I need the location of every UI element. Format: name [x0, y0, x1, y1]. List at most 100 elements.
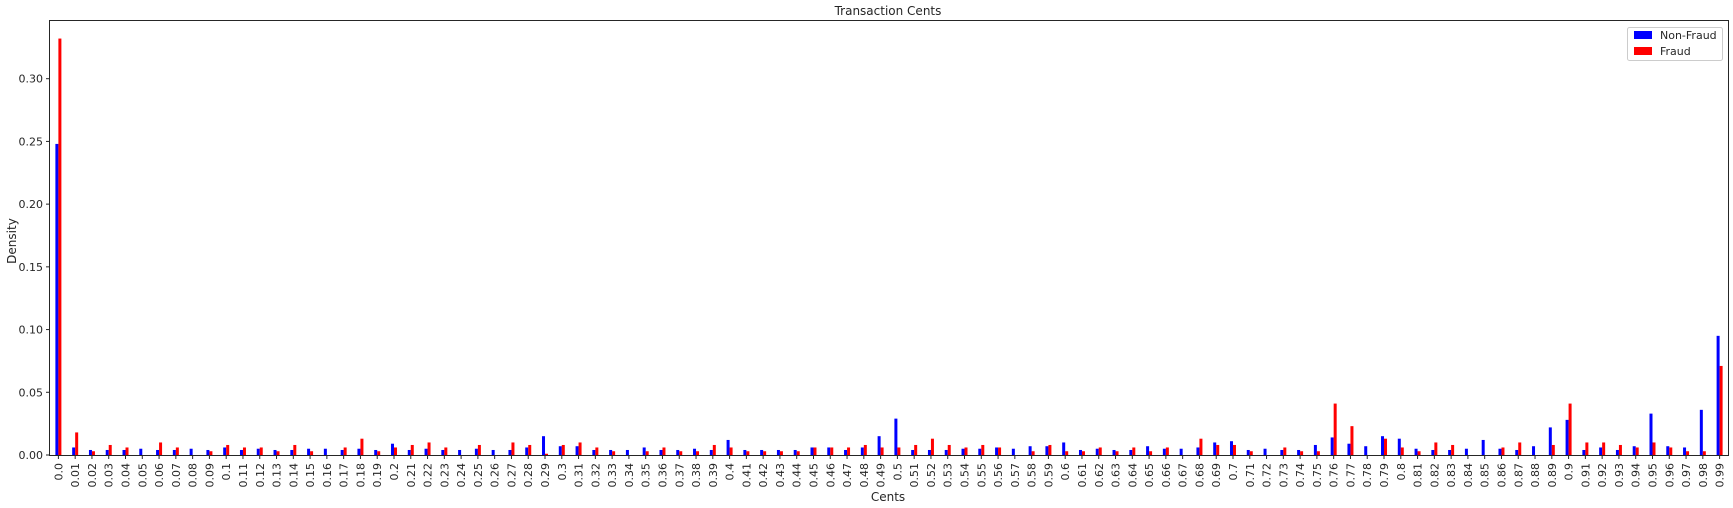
x-tick-label: 0.89	[1546, 463, 1559, 488]
bar-fraud-0.33	[612, 451, 616, 455]
bar-fraud-0.3	[561, 444, 565, 455]
x-tick-label: 0.72	[1261, 463, 1274, 488]
bar-non-fraud-0.15	[307, 448, 311, 455]
bar-fraud-0.79	[1384, 438, 1388, 455]
x-tick-label: 0.43	[774, 463, 787, 488]
bar-fraud-0.19	[377, 451, 381, 455]
x-tick-label: 0.11	[237, 463, 250, 488]
x-tick-label: 0.08	[187, 463, 200, 488]
bar-non-fraud-0.07	[172, 449, 176, 455]
x-tick-label: 0.31	[573, 463, 586, 488]
bar-fraud-0.93	[1618, 444, 1622, 455]
x-tick-label: 0.04	[120, 463, 133, 488]
bar-fraud-0.18	[360, 438, 364, 455]
x-tick-label: 0.13	[271, 463, 284, 488]
x-tick-label: 0.26	[489, 463, 502, 488]
bar-fraud-0.25	[477, 444, 481, 455]
bar-fraud-0.44	[796, 451, 800, 455]
bar-non-fraud-0.85	[1481, 439, 1485, 455]
bar-non-fraud-0.83	[1448, 449, 1452, 455]
x-tick-label: 0.47	[841, 463, 854, 488]
bar-fraud-0.95	[1652, 442, 1656, 455]
x-tick-label: 0.21	[405, 463, 418, 488]
bar-non-fraud-0.05	[139, 448, 143, 455]
bar-fraud-0.61	[1081, 451, 1085, 455]
legend: Non-Fraud Fraud	[1627, 27, 1723, 61]
bar-non-fraud-0.48	[860, 447, 864, 455]
bar-non-fraud-0.96	[1666, 446, 1670, 455]
bar-fraud-0.35	[645, 451, 649, 455]
x-tick-label: 0.73	[1277, 463, 1290, 488]
x-tick-label: 0.16	[321, 463, 334, 488]
bar-non-fraud-0.28	[525, 447, 529, 455]
bar-non-fraud-0.13	[273, 449, 277, 455]
y-tick-label: 0.25	[19, 135, 44, 148]
bar-non-fraud-0.95	[1649, 413, 1653, 455]
bar-non-fraud-0.59	[1045, 446, 1049, 455]
x-tick-label: 0.59	[1042, 463, 1055, 488]
x-tick-label: 0.0	[52, 463, 65, 481]
bar-fraud-0.53	[947, 444, 951, 455]
bar-fraud-0.63	[1115, 451, 1119, 455]
x-tick-label: 0.85	[1479, 463, 1492, 488]
bar-non-fraud-0.64	[1129, 449, 1133, 455]
x-tick-label: 0.77	[1344, 463, 1357, 488]
bar-non-fraud-0.33	[609, 449, 613, 455]
y-tick-label: 0.30	[19, 73, 44, 86]
x-tick-label: 0.67	[1177, 463, 1190, 488]
x-tick-label: 0.44	[791, 463, 804, 488]
bar-non-fraud-0.26	[491, 449, 495, 455]
x-tick-label: 0.97	[1680, 463, 1693, 488]
x-tick-label: 0.51	[908, 463, 921, 488]
x-tick-label: 0.07	[170, 463, 183, 488]
bar-fraud-0.12	[259, 447, 263, 455]
x-tick-label: 0.81	[1412, 463, 1425, 488]
bar-fraud-0.59	[1048, 444, 1052, 455]
x-tick-label: 0.4	[724, 463, 737, 481]
bar-non-fraud-0.1	[223, 447, 227, 455]
x-tick-label: 0.34	[623, 463, 636, 488]
bar-non-fraud-0.55	[978, 448, 982, 455]
x-tick-label: 0.83	[1445, 463, 1458, 488]
bar-fraud-0.21	[410, 444, 414, 455]
bar-fraud-0.77	[1350, 426, 1354, 455]
x-tick-label: 0.14	[287, 463, 300, 488]
bar-non-fraud-0.03	[105, 449, 109, 455]
bar-fraud-0.03	[108, 444, 112, 455]
x-tick-label: 0.46	[824, 463, 837, 488]
bar-fraud-0.39	[712, 444, 716, 455]
x-tick-label: 0.76	[1328, 463, 1341, 488]
bar-fraud-0.87	[1518, 442, 1522, 455]
bar-non-fraud-0.89	[1548, 427, 1552, 455]
bar-non-fraud-0.9	[1565, 419, 1569, 455]
bar-fraud-0.07	[175, 447, 179, 455]
x-tick-label: 0.95	[1646, 463, 1659, 488]
x-tick-label: 0.2	[388, 463, 401, 481]
x-tick-label: 0.98	[1697, 463, 1710, 488]
x-tick-label: 0.1	[220, 463, 233, 481]
y-tick-label: 0.05	[19, 386, 44, 399]
x-tick-label: 0.92	[1596, 463, 1609, 488]
bar-fraud-0.32	[595, 447, 599, 455]
x-tick-label: 0.52	[925, 463, 938, 488]
bar-non-fraud-0.69	[1213, 442, 1217, 455]
bar-fraud-0.9	[1568, 403, 1572, 455]
bar-non-fraud-0.09	[206, 449, 210, 455]
bar-non-fraud-0.3	[558, 446, 562, 455]
x-tick-label: 0.45	[807, 463, 820, 488]
bar-fraud-0.01	[75, 432, 79, 455]
x-tick-label: 0.63	[1110, 463, 1123, 488]
x-tick-label: 0.64	[1126, 463, 1139, 488]
bar-fraud-0.58	[1031, 451, 1035, 455]
bar-fraud-0.1	[226, 444, 230, 455]
x-tick-label: 0.29	[539, 463, 552, 488]
x-tick-label: 0.36	[656, 463, 669, 488]
bars-layer	[55, 38, 1723, 456]
bar-non-fraud-0.7	[1229, 441, 1233, 455]
bar-non-fraud-0.62	[1095, 448, 1099, 455]
bar-fraud-0.38	[696, 451, 700, 455]
y-axis: 0.00 0.05 0.10 0.15 0.20 0.25 0.30	[19, 73, 50, 462]
bar-fraud-0.98	[1702, 451, 1706, 455]
bar-non-fraud-0.19	[374, 449, 378, 455]
x-tick-label: 0.78	[1361, 463, 1374, 488]
